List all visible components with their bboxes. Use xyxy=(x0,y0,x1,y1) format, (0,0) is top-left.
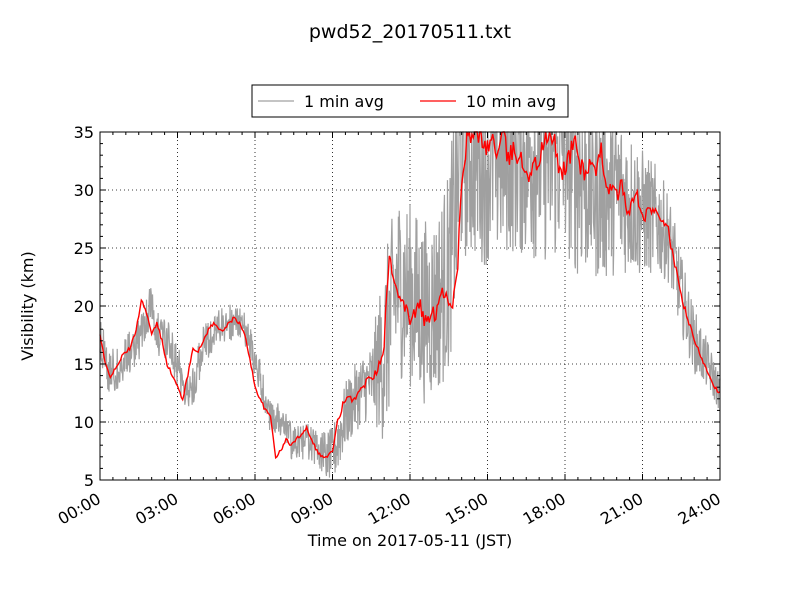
series-line-10min xyxy=(99,131,721,460)
y-tick-label: 10 xyxy=(74,413,94,432)
y-tick-label: 15 xyxy=(74,355,94,374)
x-axis-label: Time on 2017-05-11 (JST) xyxy=(307,531,512,550)
y-tick-label: 35 xyxy=(74,123,94,142)
legend-box xyxy=(251,84,569,118)
y-tick-label: 30 xyxy=(74,181,94,200)
legend: 1 min avg 10 min avg xyxy=(251,84,569,118)
series-line-1min xyxy=(99,131,721,478)
y-tick-label: 5 xyxy=(84,471,94,490)
y-tick-label: 20 xyxy=(74,297,94,316)
series-layer xyxy=(99,131,721,478)
y-tick-label: 25 xyxy=(74,239,94,258)
y-axis-label: Visibility (km) xyxy=(18,251,37,360)
legend-label-1min: 1 min avg xyxy=(304,92,384,111)
chart-title: pwd52_20170511.txt xyxy=(309,21,511,43)
legend-label-10min: 10 min avg xyxy=(466,92,556,111)
